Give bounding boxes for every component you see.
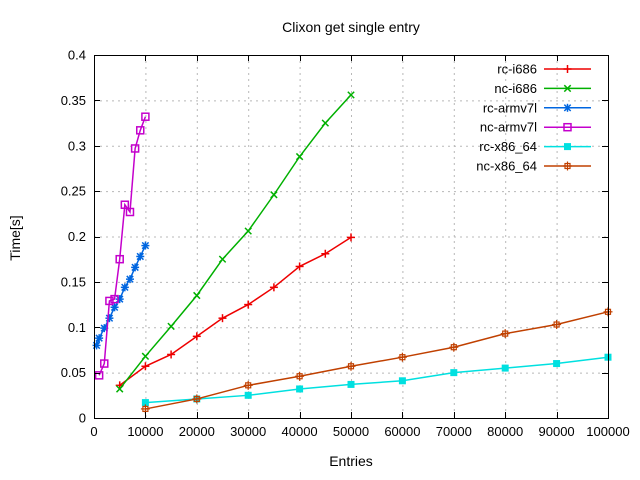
legend-entry-rc-armv7l: rc-armv7l bbox=[483, 100, 591, 115]
square-filled-marker bbox=[244, 391, 252, 399]
asterisk-marker bbox=[131, 263, 139, 272]
square-plus-marker bbox=[193, 395, 200, 403]
x-tick-label: 100000 bbox=[586, 424, 629, 439]
legend-label: rc-armv7l bbox=[483, 100, 537, 115]
square-open-marker bbox=[100, 359, 109, 368]
x-tick-label: 60000 bbox=[384, 424, 420, 439]
cross-marker bbox=[244, 227, 252, 235]
square-filled-marker bbox=[347, 380, 355, 388]
legend-entry-rc-i686: rc-i686 bbox=[497, 62, 591, 77]
square-plus-marker bbox=[347, 363, 355, 370]
legend-label: rc-i686 bbox=[497, 62, 537, 77]
series-nc-armv7l bbox=[94, 112, 150, 380]
square-plus-marker bbox=[296, 373, 303, 380]
chart-title: Clixon get single entry bbox=[282, 19, 420, 35]
asterisk-marker bbox=[126, 275, 134, 283]
cross-marker bbox=[295, 152, 304, 161]
square-filled-marker bbox=[296, 385, 304, 393]
legend-entry-nc-x86_64: nc-x86_64 bbox=[476, 159, 591, 174]
series-nc-i686 bbox=[115, 91, 355, 393]
square-plus-marker bbox=[399, 354, 406, 361]
y-tick-label: 0.4 bbox=[68, 48, 86, 63]
legend-entry-nc-armv7l: nc-armv7l bbox=[480, 120, 591, 135]
y-tick-label: 0.2 bbox=[68, 229, 86, 244]
series-line bbox=[145, 356, 609, 404]
square-open-marker bbox=[136, 126, 145, 135]
square-filled-marker bbox=[564, 143, 571, 151]
square-open-marker bbox=[130, 144, 140, 153]
legend: rc-i686 nc-i686 rc-armv7l nc-armv7l rc-x86_6… bbox=[476, 62, 591, 174]
y-tick-label: 0.05 bbox=[61, 365, 86, 380]
y-tick-label: 0.15 bbox=[61, 274, 86, 289]
x-tick-label: 90000 bbox=[539, 424, 575, 439]
cross-marker bbox=[347, 91, 355, 99]
axis-ticks bbox=[94, 55, 609, 419]
square-plus-marker bbox=[450, 344, 457, 351]
y-tick-label: 0.3 bbox=[68, 138, 86, 153]
square-open-marker bbox=[110, 294, 119, 304]
legend-label: nc-x86_64 bbox=[476, 159, 537, 174]
legend-label: rc-x86_64 bbox=[479, 139, 537, 154]
series-rc-i686 bbox=[115, 233, 355, 390]
asterisk-marker bbox=[563, 104, 572, 112]
square-open-marker bbox=[105, 296, 114, 306]
legend-label: nc-i686 bbox=[494, 81, 537, 96]
tick-labels: 0 10000 20000 30000 40000 50000 60000 70000 8000… bbox=[61, 48, 630, 440]
asterisk-marker bbox=[141, 241, 150, 250]
cross-marker bbox=[193, 291, 201, 300]
asterisk-marker bbox=[136, 252, 144, 261]
asterisk-marker bbox=[110, 303, 119, 312]
square-open-marker bbox=[94, 371, 104, 380]
x-tick-label: 10000 bbox=[127, 424, 163, 439]
asterisk-marker bbox=[100, 324, 109, 332]
cross-marker bbox=[218, 255, 227, 263]
square-filled-marker bbox=[141, 399, 149, 407]
square-filled-marker bbox=[553, 360, 561, 368]
square-plus-marker bbox=[245, 382, 252, 389]
legend-label: nc-armv7l bbox=[480, 120, 537, 135]
square-filled-marker bbox=[450, 369, 458, 377]
asterisk-marker bbox=[121, 283, 129, 292]
series-line bbox=[145, 311, 609, 410]
square-plus-marker bbox=[502, 330, 509, 337]
series-line bbox=[119, 94, 352, 390]
y-tick-label: 0.25 bbox=[61, 184, 86, 199]
square-filled-marker bbox=[398, 377, 406, 385]
series-line bbox=[119, 236, 352, 386]
cross-marker bbox=[141, 352, 150, 361]
x-tick-label: 0 bbox=[90, 424, 97, 439]
y-tick-label: 0.35 bbox=[61, 93, 86, 108]
cross-marker bbox=[115, 385, 124, 393]
square-open-marker bbox=[120, 200, 130, 209]
cross-marker bbox=[321, 119, 330, 127]
y-tick-label: 0 bbox=[79, 411, 86, 426]
legend-entry-nc-i686: nc-i686 bbox=[494, 81, 591, 96]
cross-marker bbox=[563, 84, 572, 93]
cross-marker bbox=[167, 322, 175, 331]
cross-marker bbox=[270, 191, 278, 199]
square-open-marker bbox=[125, 207, 135, 217]
square-open-marker bbox=[115, 254, 124, 264]
y-tick-label: 0.1 bbox=[68, 320, 86, 335]
series-rc-armv7l bbox=[92, 241, 150, 350]
x-tick-label: 20000 bbox=[179, 424, 215, 439]
square-plus-marker bbox=[142, 405, 149, 413]
x-tick-label: 70000 bbox=[436, 424, 472, 439]
x-tick-label: 80000 bbox=[487, 424, 523, 439]
square-open-marker bbox=[141, 112, 150, 121]
x-axis-label: Entries bbox=[329, 453, 373, 469]
x-tick-label: 30000 bbox=[230, 424, 266, 439]
asterisk-marker bbox=[95, 334, 103, 342]
square-plus-marker bbox=[553, 321, 560, 328]
square-open-marker bbox=[563, 122, 572, 132]
x-tick-label: 50000 bbox=[333, 424, 369, 439]
square-plus-marker bbox=[564, 162, 571, 170]
x-tick-label: 40000 bbox=[282, 424, 318, 439]
square-filled-marker bbox=[501, 364, 509, 372]
series-line bbox=[98, 116, 147, 376]
legend-entry-rc-x86_64: rc-x86_64 bbox=[479, 139, 591, 154]
